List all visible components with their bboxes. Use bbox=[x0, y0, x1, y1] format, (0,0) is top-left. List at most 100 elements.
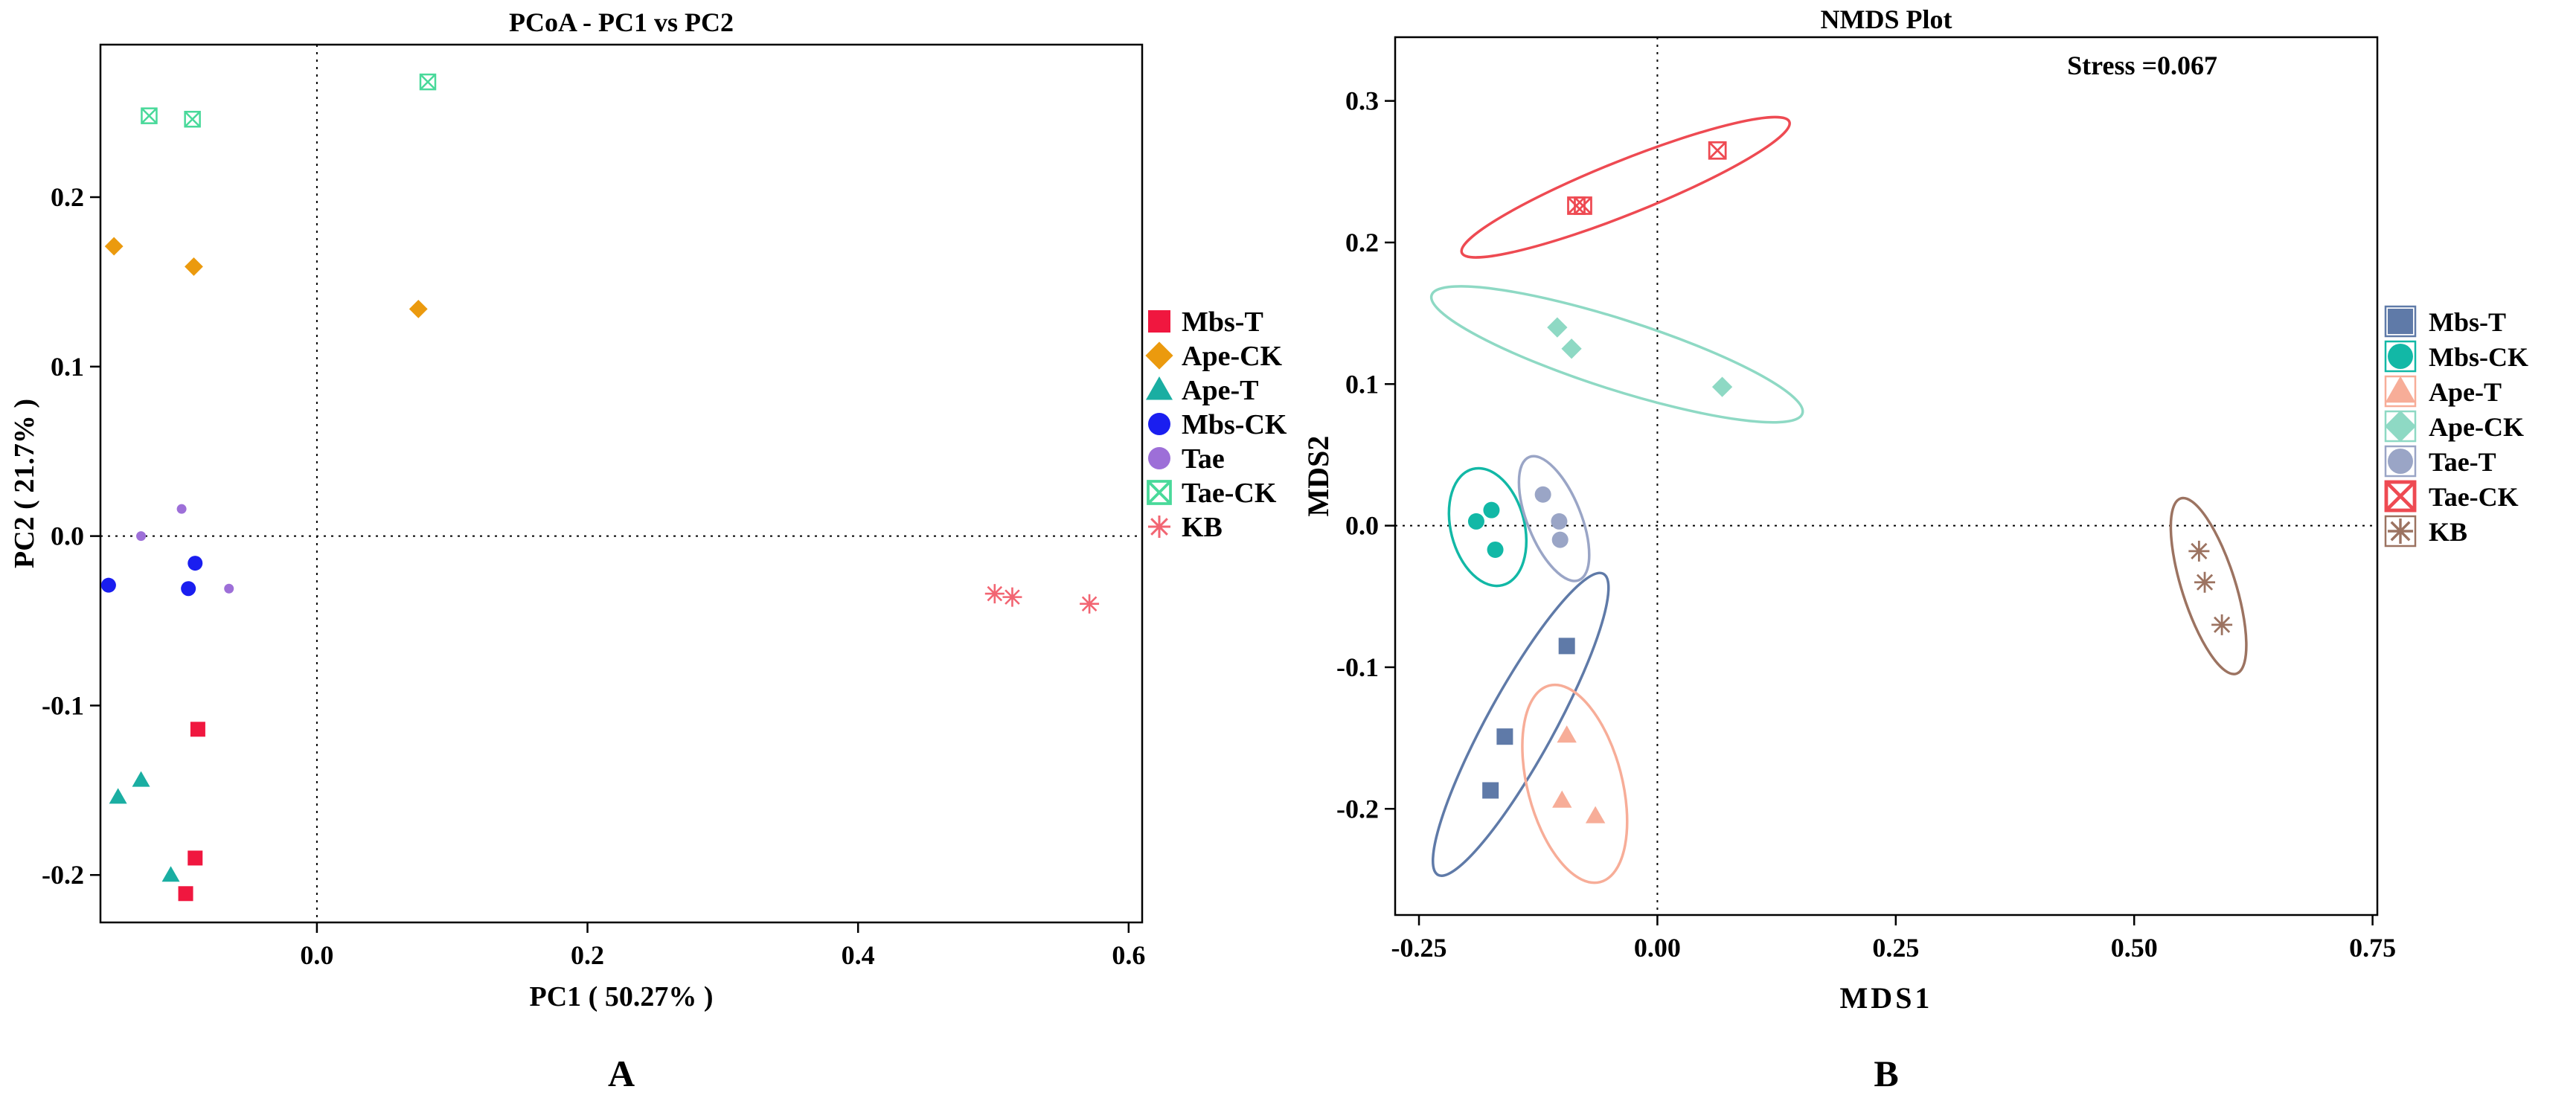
legend-item: Mbs-CK bbox=[2384, 340, 2528, 373]
data-point bbox=[1467, 513, 1484, 530]
data-point bbox=[1561, 338, 1582, 359]
legend-label: Mbs-T bbox=[2429, 307, 2506, 337]
legend-item: Mbs-T bbox=[2384, 305, 2506, 338]
data-point bbox=[1483, 501, 1500, 518]
data-point bbox=[1148, 310, 1170, 333]
legend-label: Ape-T bbox=[1182, 375, 1258, 406]
y-tick-label: -0.2 bbox=[42, 860, 84, 890]
legend-item: Tae-CK bbox=[2384, 480, 2519, 513]
data-point bbox=[188, 556, 203, 571]
marker-cross bbox=[141, 107, 158, 124]
chart-title: NMDS Plot bbox=[1821, 4, 1952, 34]
legend-key-box bbox=[2384, 340, 2417, 373]
data-point bbox=[100, 577, 116, 593]
data-point bbox=[1496, 728, 1513, 745]
data-point bbox=[1552, 790, 1572, 808]
group-ellipse bbox=[1429, 285, 1804, 424]
x-tick-label: 0.00 bbox=[1634, 933, 1681, 963]
data-point bbox=[224, 583, 234, 594]
x-tick-label: 0.50 bbox=[2111, 933, 2158, 963]
group-ellipse bbox=[1517, 455, 1591, 582]
data-point bbox=[2388, 449, 2413, 474]
data-point bbox=[190, 722, 205, 737]
data-point bbox=[1482, 782, 1499, 799]
data-point bbox=[2188, 540, 2210, 562]
x-tick-label: 0.6 bbox=[1112, 940, 1145, 970]
data-point bbox=[1487, 541, 1504, 558]
group-ellipse bbox=[2169, 496, 2248, 675]
group-ellipse bbox=[1447, 466, 1528, 588]
x-tick-label: 0.0 bbox=[300, 940, 333, 970]
marker-cross bbox=[184, 111, 201, 128]
data-point bbox=[2384, 410, 2417, 443]
data-point bbox=[1551, 531, 1569, 548]
data-point bbox=[1534, 486, 1551, 503]
plot-frame bbox=[1394, 36, 2379, 916]
y-axis-label: PC2 ( 21.7% ) bbox=[9, 399, 40, 568]
legend-item: Ape-T bbox=[1146, 375, 1258, 406]
data-point bbox=[2211, 614, 2233, 635]
marker-cross bbox=[2385, 481, 2416, 512]
y-tick-label: 0.2 bbox=[51, 182, 84, 212]
legend-key-box bbox=[2384, 515, 2417, 548]
data-point bbox=[178, 886, 193, 902]
legend-item: Mbs-T bbox=[1148, 306, 1263, 338]
data-point bbox=[1585, 806, 1606, 824]
legend-label: Tae-CK bbox=[2429, 482, 2519, 512]
series-ape-t bbox=[1552, 725, 1606, 824]
marker-box bbox=[419, 73, 437, 91]
legend-item: Ape-CK bbox=[1145, 341, 1283, 372]
legend-label: Mbs-CK bbox=[1182, 409, 1287, 440]
y-tick-label: 0.3 bbox=[1345, 86, 1379, 116]
x-tick-label: 0.75 bbox=[2349, 933, 2396, 963]
data-point bbox=[1146, 376, 1173, 400]
x-tick-label: -0.25 bbox=[1391, 933, 1447, 963]
y-tick-label: 0.1 bbox=[1345, 369, 1379, 399]
nmds-chart: -0.25 0.00 0.25 0.50 0.75 -0.2 -0.1 0.0 0.1 0.2 0.… bbox=[1301, 4, 2528, 1094]
data-point bbox=[1574, 196, 1592, 215]
legend: Mbs-T Mbs-CK Ape-T Ape-CK Tae-T Tae-CK KB bbox=[2384, 305, 2528, 548]
series-tae-ck bbox=[1567, 141, 1727, 215]
series-mbs-ck bbox=[100, 556, 203, 597]
data-point bbox=[1148, 413, 1170, 435]
marker-box bbox=[184, 110, 201, 128]
data-point bbox=[141, 107, 158, 124]
legend-label: KB bbox=[1182, 512, 1223, 543]
marker-box bbox=[1574, 196, 1592, 215]
x-tick-label: 0.4 bbox=[842, 940, 875, 970]
marker-box bbox=[141, 107, 158, 124]
group-ellipse bbox=[1521, 683, 1629, 884]
data-point bbox=[1711, 376, 1733, 397]
legend-item: Ape-T bbox=[2384, 375, 2502, 408]
marker-cross bbox=[1708, 141, 1727, 160]
legend-item: Tae-CK bbox=[1147, 478, 1277, 509]
series-kb bbox=[984, 584, 1100, 614]
pcoa-chart: 0.0 0.2 0.4 0.6 -0.2 -0.1 0.0 0.1 0.2 PCoA - PC1 … bbox=[9, 7, 1287, 1094]
data-point bbox=[2194, 571, 2216, 593]
group-ellipse bbox=[1431, 571, 1610, 877]
legend-label: Tae bbox=[1182, 443, 1225, 475]
data-point bbox=[1551, 513, 1568, 530]
x-axis-label: MDS1 bbox=[1840, 981, 1933, 1015]
series-ape-ck bbox=[104, 237, 428, 318]
plot-frame bbox=[99, 43, 1144, 924]
legend-label: Tae-CK bbox=[1182, 478, 1277, 509]
group-ellipse bbox=[1460, 115, 1791, 259]
y-tick-label: 0.1 bbox=[51, 352, 84, 382]
data-point bbox=[2388, 309, 2413, 334]
marker-cross bbox=[1147, 480, 1172, 505]
marker-box bbox=[1147, 480, 1172, 505]
y-tick-label: -0.2 bbox=[1336, 794, 1379, 824]
legend-label: Ape-CK bbox=[2429, 412, 2524, 442]
panel-label: B bbox=[1874, 1053, 1898, 1094]
data-point bbox=[419, 73, 437, 91]
series-ape-t bbox=[109, 771, 180, 882]
data-point bbox=[1080, 594, 1100, 614]
data-point bbox=[1145, 341, 1173, 370]
legend-label: Ape-T bbox=[2429, 377, 2502, 407]
marker-cross bbox=[420, 74, 436, 90]
x-tick-label: 0.25 bbox=[1872, 933, 1919, 963]
data-point bbox=[1148, 447, 1170, 469]
data-point bbox=[188, 850, 203, 866]
y-tick-label: 0.2 bbox=[1345, 228, 1379, 257]
